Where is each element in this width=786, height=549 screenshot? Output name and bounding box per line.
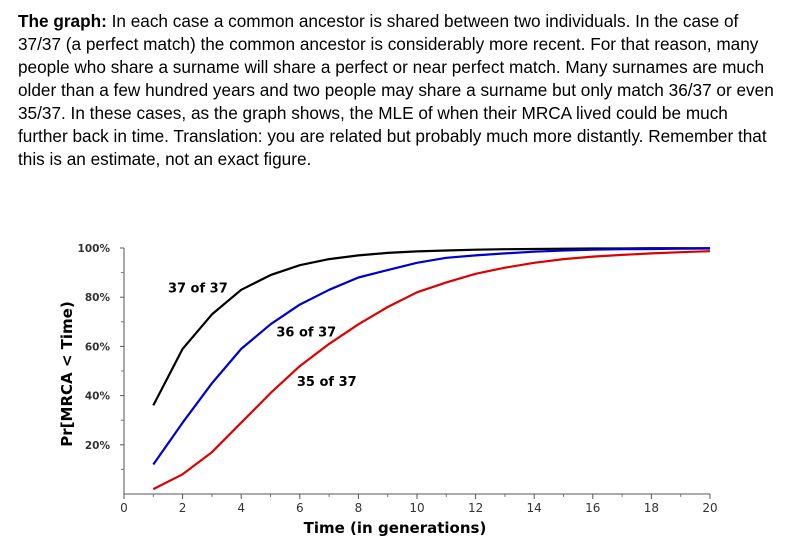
series-line-35-of-37 <box>152 250 711 491</box>
y-tick-label: 20% <box>85 440 111 452</box>
x-tick-label: 0 <box>120 501 128 515</box>
x-tick-label: 14 <box>527 501 542 515</box>
y-axis-title: Pr[MRCA < Time) <box>58 301 76 446</box>
x-tick-label: 16 <box>585 501 600 515</box>
caption-body: In each case a common ancestor is shared… <box>18 11 774 169</box>
series-label-36-of-37: 36 of 37 <box>276 326 336 341</box>
series-label-group: 37 of 37 36 of 37 35 of 37 <box>168 281 357 389</box>
x-tick-label: 18 <box>644 501 659 515</box>
chart-series-group <box>152 247 711 491</box>
series-line-37-of-37 <box>152 247 710 406</box>
series-line-36-of-37 <box>152 247 711 466</box>
axis-ticks: 0 2 4 6 8 10 12 14 16 18 20 20% 40% 60% 80% 100% <box>78 243 718 515</box>
x-tick-label: 2 <box>179 501 187 515</box>
x-tick-label: 12 <box>468 501 483 515</box>
x-tick-label: 6 <box>296 501 304 515</box>
x-axis-title: Time (in generations) <box>304 519 487 537</box>
series-label-37-of-37: 37 of 37 <box>168 281 228 296</box>
y-tick-label: 80% <box>85 292 111 304</box>
y-tick-label: 100% <box>78 243 111 255</box>
y-tick-label: 40% <box>85 391 111 403</box>
x-tick-label: 10 <box>409 501 424 515</box>
series-label-35-of-37: 35 of 37 <box>297 375 357 390</box>
x-tick-label: 20 <box>702 501 717 515</box>
y-tick-label: 60% <box>85 341 111 353</box>
caption-lead: The graph: <box>18 11 107 31</box>
caption-paragraph: The graph: In each case a common ancesto… <box>18 10 778 171</box>
x-tick-label: 4 <box>237 501 245 515</box>
x-tick-label: 8 <box>355 501 363 515</box>
